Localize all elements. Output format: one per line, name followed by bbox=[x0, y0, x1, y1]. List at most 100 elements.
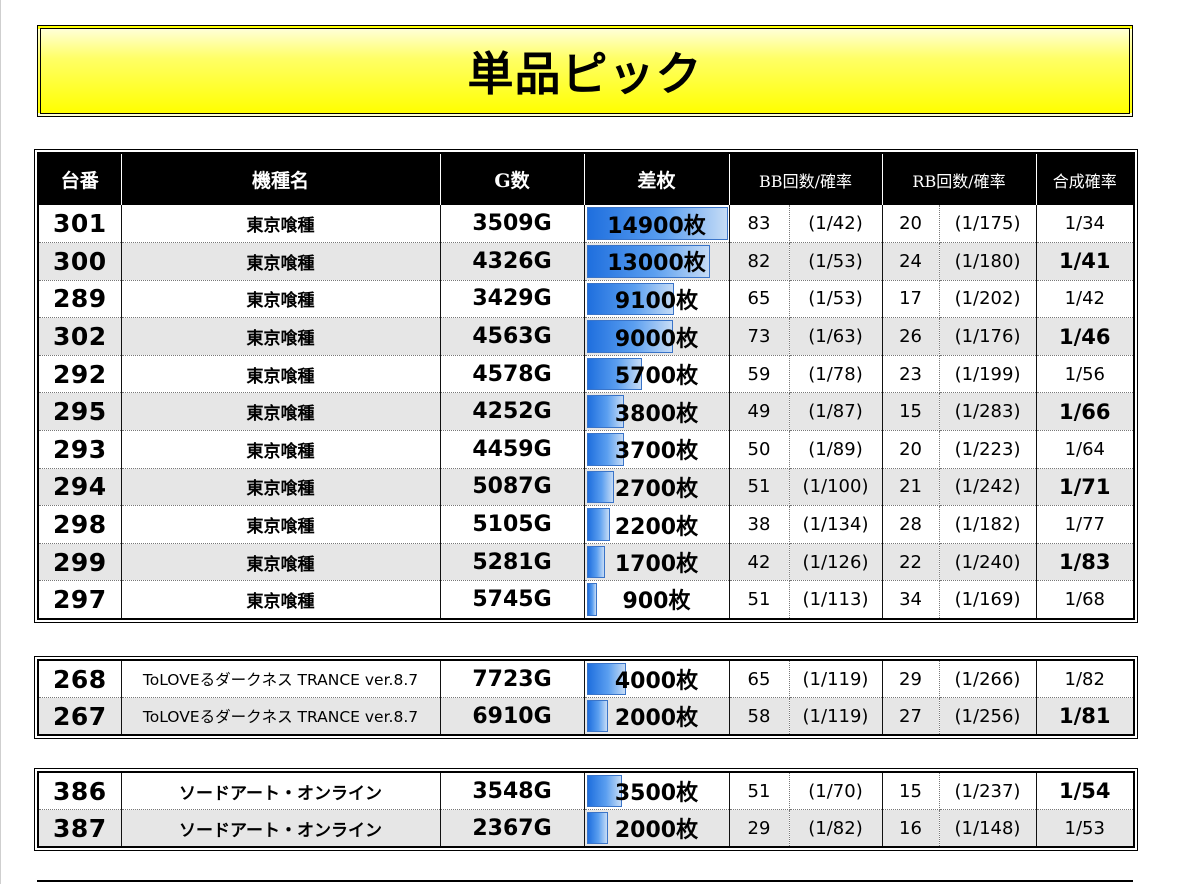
combined-probability: 1/77 bbox=[1036, 505, 1135, 544]
bb-count: 51 bbox=[729, 580, 790, 619]
difference-bar bbox=[586, 282, 674, 316]
model-name: 東京喰種 bbox=[121, 317, 441, 356]
bb-probability: (1/82) bbox=[789, 809, 883, 848]
difference-bar bbox=[586, 470, 614, 504]
game-count: 5087G bbox=[440, 468, 585, 507]
difference-bar bbox=[586, 545, 605, 579]
bb-probability: (1/42) bbox=[789, 205, 883, 244]
difference-cell: 3500枚 bbox=[584, 772, 730, 811]
model-name: 東京喰種 bbox=[121, 205, 441, 244]
game-count: 5745G bbox=[440, 580, 585, 619]
bb-probability: (1/78) bbox=[789, 355, 883, 394]
difference-cell: 13000枚 bbox=[584, 242, 730, 281]
bb-probability: (1/126) bbox=[789, 543, 883, 582]
rb-count: 28 bbox=[882, 505, 940, 544]
difference-bar bbox=[586, 508, 610, 541]
difference-cell: 2200枚 bbox=[584, 505, 730, 544]
difference-value: 4000枚 bbox=[614, 669, 699, 695]
difference-bar bbox=[586, 320, 673, 353]
difference-cell: 5700枚 bbox=[584, 355, 730, 394]
game-count: 7723G bbox=[440, 660, 585, 699]
table-row: 298 東京喰種 5105G 2200枚 38 (1/134) 28 (1/182) 1/77 bbox=[38, 505, 1135, 544]
difference-value: 5700枚 bbox=[614, 364, 699, 390]
machine-number: 301 bbox=[38, 205, 122, 244]
combined-probability: 1/42 bbox=[1036, 280, 1135, 319]
model-name: ソードアート・オンライン bbox=[121, 809, 441, 848]
table-row: 387 ソードアート・オンライン 2367G 2000枚 29 (1/82) 16 (1/14… bbox=[38, 809, 1134, 848]
difference-value: 2200枚 bbox=[614, 514, 699, 540]
difference-cell: 900枚 bbox=[584, 580, 730, 619]
table-row: 294 東京喰種 5087G 2700枚 51 (1/100) 21 (1/242) 1/71 bbox=[38, 468, 1135, 507]
difference-bar bbox=[586, 395, 624, 429]
bb-probability: (1/89) bbox=[789, 430, 883, 469]
machine-number: 295 bbox=[38, 392, 122, 432]
difference-value: 2000枚 bbox=[614, 706, 699, 732]
rb-probability: (1/175) bbox=[939, 205, 1037, 244]
bb-count: 29 bbox=[729, 809, 790, 848]
table-row: 297 東京喰種 5745G 900枚 51 (1/113) 34 (1/169) 1/68 bbox=[38, 580, 1134, 619]
game-count: 5105G bbox=[440, 505, 585, 544]
combined-probability: 1/83 bbox=[1036, 543, 1135, 582]
difference-cell: 14900枚 bbox=[584, 205, 730, 244]
rb-count: 29 bbox=[882, 660, 940, 699]
difference-value: 2000枚 bbox=[614, 818, 699, 844]
rb-probability: (1/223) bbox=[939, 430, 1037, 469]
combined-probability: 1/66 bbox=[1036, 392, 1135, 432]
difference-bar bbox=[586, 812, 608, 845]
bb-count: 83 bbox=[729, 205, 790, 244]
table-row: 386 ソードアート・オンライン 3548G 3500枚 51 (1/70) 15 (1/23… bbox=[38, 772, 1134, 811]
bb-count: 38 bbox=[729, 505, 790, 544]
table-header-row: 台番 機種名 G数 差枚 BB回数/確率 RB回数/確率 合成確率 bbox=[38, 153, 1135, 205]
bb-count: 65 bbox=[729, 280, 790, 319]
difference-bar bbox=[586, 775, 622, 808]
combined-probability: 1/56 bbox=[1036, 355, 1135, 394]
rb-count: 20 bbox=[882, 205, 940, 244]
combined-probability: 1/64 bbox=[1036, 430, 1135, 469]
rb-count: 16 bbox=[882, 809, 940, 848]
rb-count: 34 bbox=[882, 580, 940, 619]
game-count: 4326G bbox=[440, 242, 585, 281]
table-row: 289 東京喰種 3429G 9100枚 65 (1/53) 17 (1/202) 1/42 bbox=[38, 280, 1135, 319]
combined-probability: 1/68 bbox=[1064, 588, 1105, 610]
rb-count: 20 bbox=[882, 430, 940, 469]
difference-bar bbox=[586, 663, 626, 696]
bb-count: 58 bbox=[729, 697, 790, 736]
model-name: 東京喰種 bbox=[121, 543, 441, 582]
table-row: 300 東京喰種 4326G 13000枚 82 (1/53) 24 (1/180) 1/41 bbox=[38, 242, 1135, 281]
combined-probability: 1/71 bbox=[1036, 468, 1135, 507]
rb-probability: (1/256) bbox=[939, 697, 1037, 736]
bb-count: 51 bbox=[729, 772, 790, 811]
rb-probability: (1/237) bbox=[939, 772, 1037, 811]
bb-count: 51 bbox=[729, 468, 790, 507]
machine-number: 300 bbox=[38, 242, 122, 281]
header-model-name: 機種名 bbox=[121, 153, 441, 205]
results-table-sao: 386 ソードアート・オンライン 3548G 3500枚 51 (1/70) 15 (1/23… bbox=[34, 767, 1138, 852]
bb-probability: (1/70) bbox=[789, 772, 883, 811]
rb-count: 24 bbox=[882, 242, 940, 281]
difference-cell: 2000枚 bbox=[584, 809, 730, 848]
difference-bar bbox=[586, 583, 597, 616]
game-count: 2367G bbox=[440, 809, 585, 848]
table-row: 301 東京喰種 3509G 14900枚 83 (1/42) 20 (1/175) 1/34 bbox=[38, 205, 1135, 244]
table-row: 295 東京喰種 4252G 3800枚 49 (1/87) 15 (1/283) 1/66 bbox=[38, 392, 1135, 432]
page-edge-left bbox=[0, 0, 1, 884]
bb-probability: (1/100) bbox=[789, 468, 883, 507]
rb-probability: (1/180) bbox=[939, 242, 1037, 281]
machine-number: 293 bbox=[38, 430, 122, 469]
bb-probability: (1/119) bbox=[789, 697, 883, 736]
game-count: 3429G bbox=[440, 280, 585, 319]
bb-count: 59 bbox=[729, 355, 790, 394]
bb-probability: (1/134) bbox=[789, 505, 883, 544]
table-row: 293 東京喰種 4459G 3700枚 50 (1/89) 20 (1/223) 1/64 bbox=[38, 430, 1135, 469]
rb-count: 22 bbox=[882, 543, 940, 582]
table-row: 302 東京喰種 4563G 9000枚 73 (1/63) 26 (1/176) 1/46 bbox=[38, 317, 1135, 356]
machine-number: 289 bbox=[38, 280, 122, 319]
model-name: 東京喰種 bbox=[121, 505, 441, 544]
bottom-rule bbox=[37, 880, 1133, 882]
combined-probability: 1/41 bbox=[1036, 242, 1135, 281]
bb-count: 49 bbox=[729, 392, 790, 432]
rb-probability: (1/283) bbox=[939, 392, 1037, 432]
header-bb: BB回数/確率 bbox=[729, 153, 883, 205]
difference-bar bbox=[586, 245, 710, 278]
difference-value: 9100枚 bbox=[614, 288, 699, 314]
